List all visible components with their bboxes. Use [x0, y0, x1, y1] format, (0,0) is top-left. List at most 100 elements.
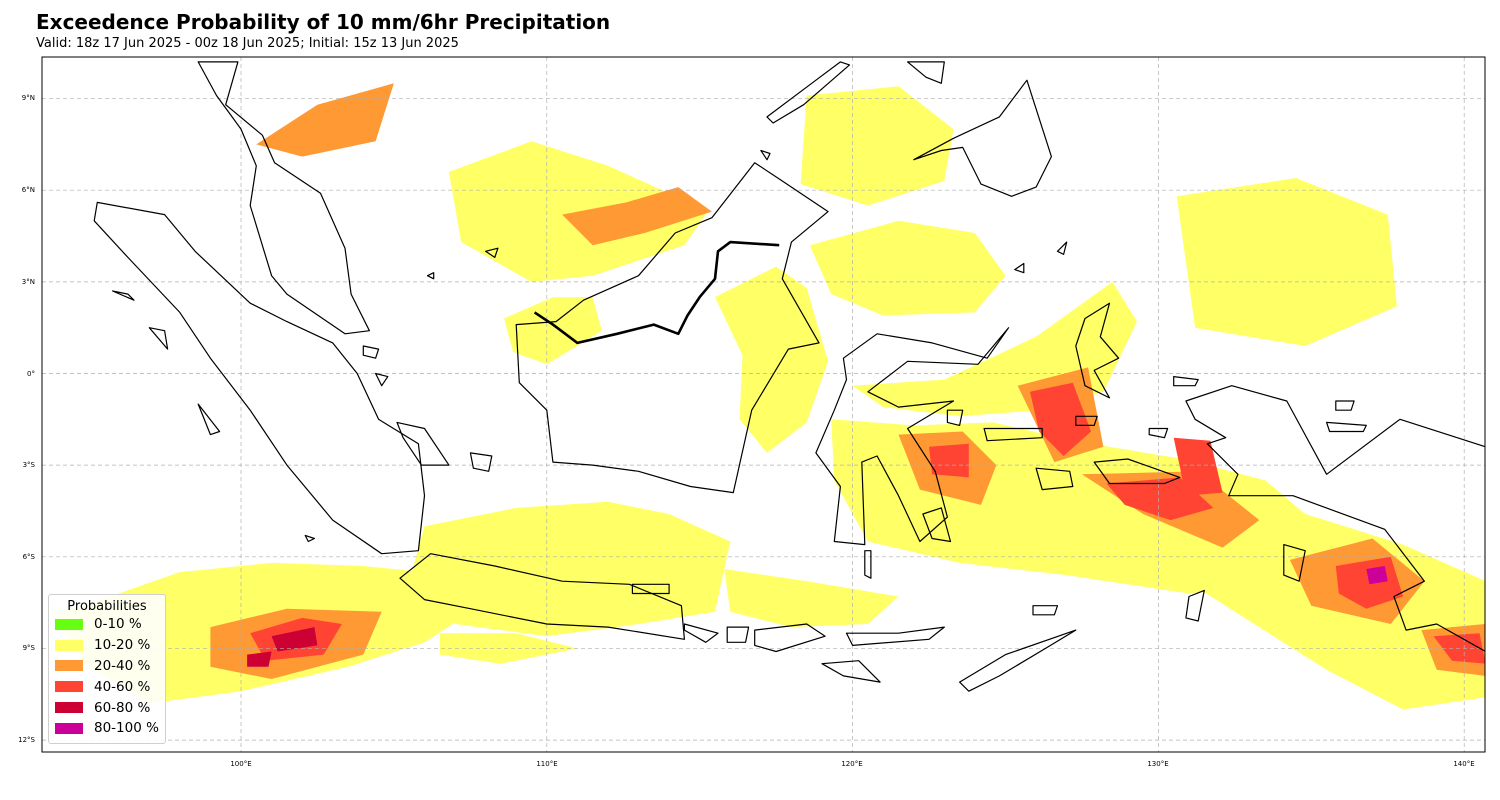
coastline-sumbawa: [754, 623, 826, 653]
coastline-siberut: [197, 403, 221, 436]
coastline-aru: [1283, 543, 1306, 582]
precip-area-java-sea-band: [409, 501, 731, 637]
malaysia-indonesia-border: [533, 240, 780, 345]
legend-swatch: [55, 722, 83, 734]
coastline-mindanao: [913, 79, 1053, 197]
legend-swatch: [55, 618, 83, 630]
precip-area-moluccas-red: [1030, 382, 1092, 456]
coastline-riau: [362, 345, 380, 359]
legend-label: 0-10 %: [94, 616, 142, 633]
legend-item-60-80: 60-80 %: [55, 697, 165, 718]
lat-label-9s: 9°S: [23, 644, 36, 652]
map-frame: [41, 56, 1486, 753]
coastline-anambas: [426, 272, 435, 280]
map-subtitle: Valid: 18z 17 Jun 2025 - 00z 18 Jun 2025…: [36, 36, 459, 51]
legend-swatch: [55, 681, 83, 693]
legend-swatch: [55, 702, 83, 714]
precip-area-sumatra-north-sea: [256, 83, 394, 157]
legend-label: 20-40 %: [94, 657, 151, 674]
coastline-lombok: [726, 626, 750, 643]
coastline-madura: [631, 583, 670, 595]
precip-area-sumatra-ocean-crimson: [271, 627, 318, 652]
precip-area-west-borneo-coast: [504, 297, 602, 365]
precip-area-flores-sea: [724, 569, 899, 628]
legend-item-20-40: 20-40 %: [55, 656, 165, 677]
coastline-natuna: [485, 247, 499, 258]
coastline-visayas: [906, 61, 945, 84]
coastline-borneo: [515, 162, 829, 494]
coastlines: [93, 61, 1485, 692]
map-title: Exceedence Probability of 10 mm/6hr Prec…: [36, 10, 611, 34]
coastline-yapen: [1325, 421, 1367, 433]
legend-item-0-10: 0-10 %: [55, 614, 165, 635]
legend-label: 40-60 %: [94, 678, 151, 695]
coastline-nias: [148, 327, 169, 350]
coastline-new-guinea: [1185, 385, 1485, 652]
precip-area-celebes-sea: [809, 220, 1006, 316]
coastline-misool: [1148, 427, 1169, 439]
coastline-talaud: [1056, 241, 1068, 255]
coastline-banggai: [946, 409, 964, 426]
coastline-sumatra: [93, 201, 426, 555]
lat-label-0: 0°: [27, 370, 35, 378]
coastline-bangka: [396, 421, 450, 466]
precip-area-banda-red: [1173, 437, 1223, 496]
legend-item-80-100: 80-100 %: [55, 718, 165, 739]
coastline-obi: [1075, 415, 1098, 426]
precip-area-sumatra-ocean-crimson-2: [247, 651, 272, 667]
coastline-flores: [845, 626, 945, 647]
precip-area-sulu-sea: [800, 86, 954, 206]
lon-label-110e: 110°E: [536, 760, 557, 768]
legend-swatch: [55, 639, 83, 651]
legend-item-40-60: 40-60 %: [55, 676, 165, 697]
coastline-bali: [683, 623, 719, 643]
coastline-sangihe: [1014, 262, 1025, 274]
precip-area-south-china-sea: [448, 141, 706, 282]
lon-label-130e: 130°E: [1147, 760, 1168, 768]
coastline-lingga: [375, 372, 389, 387]
legend-swatch: [55, 660, 83, 672]
legend-item-10-20: 10-20 %: [55, 635, 165, 656]
precip-area-sulawesi-red: [929, 443, 969, 478]
lon-label-120e: 120°E: [841, 760, 862, 768]
coastline-java: [399, 553, 686, 640]
coastline-sumba: [821, 660, 881, 683]
coastline-sabah-banggi: [760, 149, 771, 161]
coastline-buru: [1035, 467, 1074, 491]
coastline-sulawesi: [815, 327, 1010, 546]
coastline-timor: [958, 629, 1077, 692]
coastline-simeulue: [111, 290, 135, 301]
precip-area-papua-magenta: [1366, 566, 1388, 585]
longitude-labels: 100°E 110°E 120°E 130°E 140°E: [230, 760, 1474, 768]
legend-title: Probabilities: [67, 599, 147, 614]
coastline-sula: [983, 427, 1043, 442]
precip-area-makassar-strait: [715, 266, 829, 453]
coastline-palawan: [766, 61, 851, 124]
coastline-waigeo: [1173, 376, 1199, 387]
precip-area-arafura-sea: [1158, 511, 1485, 710]
coastline-malay-peninsula: [197, 61, 370, 335]
coastline-enggano: [304, 534, 315, 543]
legend: Probabilities 0-10 % 10-20 % 20-40 % 40-…: [48, 594, 166, 744]
coastline-yamdena: [1185, 589, 1205, 622]
coastline-seram: [1093, 458, 1181, 485]
coastline-halmahera: [1075, 302, 1120, 399]
lat-label-12s: 12°S: [18, 736, 35, 744]
lat-label-3s: 3°S: [23, 461, 36, 469]
legend-label: 60-80 %: [94, 699, 151, 716]
coastline-wetar: [1032, 605, 1059, 616]
lat-label-6n: 6°N: [22, 186, 35, 194]
coastline-muna-buton: [922, 507, 952, 543]
legend-label: 80-100 %: [94, 720, 159, 737]
lat-label-9n: 9°N: [22, 94, 35, 102]
coastline-selayar: [864, 550, 872, 579]
lon-label-100e: 100°E: [230, 760, 251, 768]
coastline-belitung: [469, 452, 493, 472]
precip-area-java-south-ocean: [439, 633, 578, 664]
lat-label-3n: 3°N: [22, 278, 35, 286]
precip-area-borneo-north-orange: [562, 187, 712, 246]
lon-label-140e: 140°E: [1453, 760, 1474, 768]
legend-label: 10-20 %: [94, 637, 151, 654]
latitude-labels: 9°N 6°N 3°N 0° 3°S 6°S 9°S 12°S: [18, 94, 35, 744]
